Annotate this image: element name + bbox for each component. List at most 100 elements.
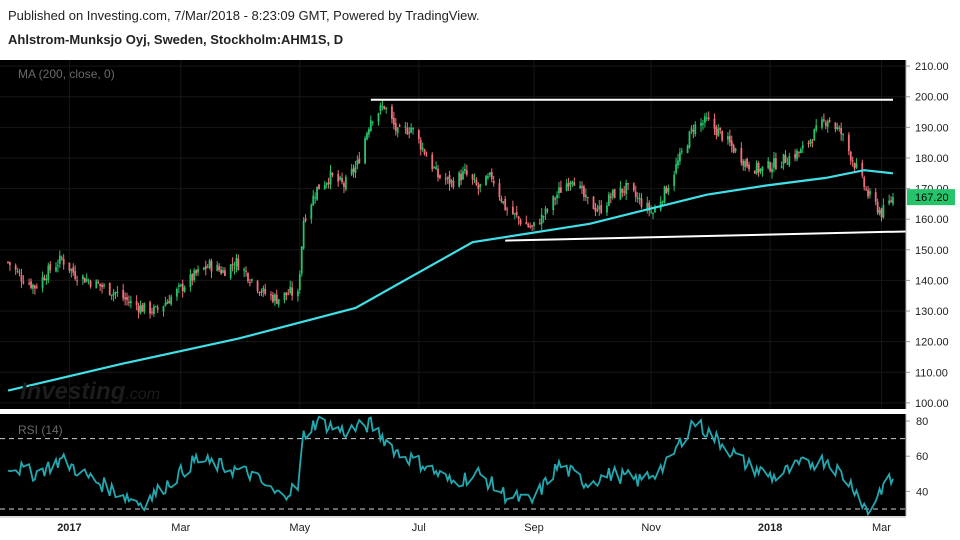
candle-body	[727, 136, 729, 140]
candle-body	[153, 306, 155, 315]
candle-body	[477, 185, 480, 189]
candle-body	[369, 120, 372, 131]
candle-body	[191, 274, 194, 281]
candle-body	[344, 176, 347, 190]
candle-body	[675, 164, 677, 174]
candle-body	[256, 280, 259, 292]
ma200-line	[7, 169, 894, 392]
candle-body	[47, 265, 50, 280]
candle-body	[721, 131, 724, 141]
candle-body	[83, 277, 86, 283]
candle-body	[640, 198, 643, 208]
candle-body	[717, 128, 720, 137]
candle-body	[166, 301, 169, 305]
candle-body	[584, 194, 587, 198]
price-tick-label: 110.00	[915, 367, 948, 379]
candle-body	[101, 284, 103, 288]
candle-body	[890, 200, 892, 202]
candle-body	[45, 278, 48, 281]
candle-body	[197, 268, 199, 273]
time-axis: 2017 Mar May Jul Sep Nov 2018 Mar	[0, 516, 906, 534]
candle-body	[85, 279, 88, 282]
candle-body	[248, 282, 251, 284]
candle-body	[487, 176, 489, 178]
candle-body	[748, 164, 750, 170]
candle-body	[719, 127, 722, 130]
candle-body	[176, 288, 178, 297]
candle-body	[865, 188, 868, 190]
candle-body	[300, 246, 303, 274]
candle-body	[220, 269, 222, 274]
candle-body	[654, 208, 656, 213]
time-tick-label: 2018	[758, 522, 782, 534]
candle-body	[70, 268, 73, 271]
candle-body	[20, 275, 23, 282]
candle-body	[18, 272, 21, 274]
candle-body	[247, 272, 249, 282]
candle-body	[807, 143, 810, 145]
candle-body	[636, 197, 639, 199]
candle-body	[72, 267, 75, 273]
time-tick-label: 2017	[57, 522, 81, 534]
candle-body	[179, 284, 182, 286]
candle-body	[135, 301, 138, 306]
candle-body	[250, 279, 253, 281]
candle-body	[97, 282, 100, 284]
candle-body	[304, 218, 307, 221]
candle-body	[385, 108, 388, 110]
time-tick-label: Nov	[641, 522, 661, 534]
candle-body	[452, 181, 455, 187]
price-tick-label: 160.00	[915, 214, 949, 226]
candle-body	[423, 149, 426, 155]
candle-body	[404, 126, 407, 128]
candle-body	[680, 151, 683, 153]
candle-body	[260, 291, 263, 293]
candle-body	[498, 183, 501, 198]
candle-body	[60, 257, 63, 259]
candle-body	[425, 155, 428, 157]
candle-body	[114, 292, 117, 294]
price-tick-label: 120.00	[915, 337, 949, 349]
candle-body	[57, 265, 59, 267]
candle-body	[609, 196, 612, 198]
candle-body	[836, 127, 839, 129]
candle-body	[813, 129, 816, 141]
candle-body	[771, 168, 773, 173]
candle-body	[95, 280, 98, 289]
candle-body	[519, 219, 522, 224]
candle-body	[855, 163, 858, 168]
candle-body	[531, 225, 533, 227]
price-overlays	[7, 98, 907, 392]
candle-body	[663, 186, 666, 203]
candle-body	[189, 274, 192, 287]
published-info: Published on Investing.com, 7/Mar/2018 -…	[8, 8, 480, 23]
candle-body	[35, 286, 38, 288]
last-price-badge-bg	[907, 189, 955, 206]
candle-body	[465, 170, 468, 175]
candle-body	[780, 165, 783, 168]
candle-body	[694, 124, 697, 135]
rsi-indicator-label: RSI (14)	[18, 423, 63, 437]
rsi-grid	[0, 438, 906, 510]
candle-body	[673, 174, 676, 187]
rsi-tick-label: 80	[916, 416, 928, 428]
candle-body	[62, 258, 65, 265]
candle-body	[538, 223, 541, 225]
time-tick-label: May	[289, 522, 310, 534]
candle-body	[122, 289, 125, 299]
candle-body	[573, 182, 576, 186]
candle-body	[277, 299, 280, 305]
candle-body	[773, 158, 775, 168]
candle-body	[302, 220, 305, 249]
candle-body	[517, 216, 520, 219]
candle-body	[129, 300, 132, 304]
candle-body	[788, 156, 791, 166]
candle-body	[224, 270, 226, 277]
candle-body	[840, 128, 843, 135]
candle-body	[222, 270, 224, 273]
candle-body	[801, 145, 804, 149]
trendline	[505, 230, 907, 242]
candle-body	[287, 294, 290, 296]
candle-body	[433, 167, 436, 169]
